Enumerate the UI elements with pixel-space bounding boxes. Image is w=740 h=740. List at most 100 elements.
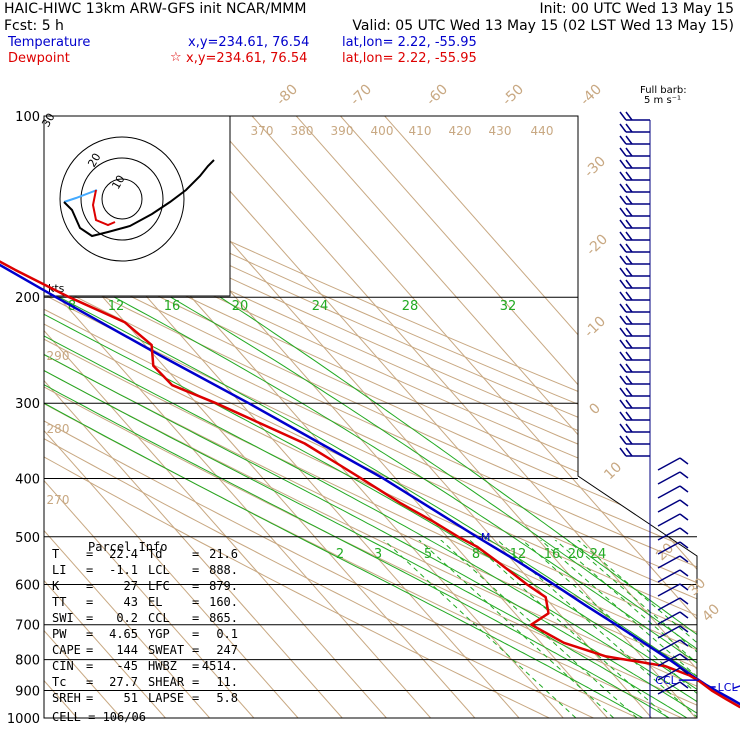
parcel-value: 879. xyxy=(209,579,238,593)
isotherm-line xyxy=(44,116,166,718)
parcel-label: CCL xyxy=(148,611,170,625)
dry-adiabat-line xyxy=(44,116,622,718)
wind-barb-flag xyxy=(679,653,689,661)
wind-barb-flag xyxy=(619,183,627,193)
parcel-equals: = xyxy=(86,675,94,689)
wind-barb-shaft xyxy=(657,639,681,653)
wind-barb-flag xyxy=(679,555,689,563)
wind-barb-flag xyxy=(679,485,689,493)
mixing-ratio-label: 24 xyxy=(590,547,607,562)
theta-label: 380 xyxy=(291,124,314,138)
wind-barb-flag xyxy=(625,159,633,169)
parcel-label: TT xyxy=(52,595,67,609)
parcel-value: 27 xyxy=(123,579,138,593)
moist-adiabat-label: 28 xyxy=(402,299,419,314)
parcel-value: 4.65 xyxy=(109,627,138,641)
wind-barb-flag xyxy=(625,435,633,445)
hodograph-frame xyxy=(43,115,231,297)
isotherm-label: 0 xyxy=(586,400,604,418)
barb-legend-line2: 5 m s⁻¹ xyxy=(644,95,681,106)
wind-barb-flag xyxy=(625,327,633,337)
wind-barb-flag xyxy=(679,471,689,479)
dry-adiabat-line xyxy=(44,116,577,718)
wind-barb-flag xyxy=(625,399,633,409)
parcel-label: Tc xyxy=(52,675,67,689)
wind-barb-flag xyxy=(619,291,627,301)
wind-barb-flag xyxy=(619,303,627,313)
parcel-value: 4514. xyxy=(201,659,238,673)
wind-barb-flag xyxy=(619,267,627,277)
temperature-latlon: lat,lon= 2.22, -55.95 xyxy=(342,35,477,50)
wind-barb-flag xyxy=(625,195,633,205)
mixing-ratio-lines xyxy=(383,540,697,718)
mixing-ratio-line xyxy=(468,540,669,718)
dry-adiabat-line xyxy=(44,116,697,718)
hodograph-trace-low xyxy=(63,189,98,203)
isotherm-line xyxy=(251,116,697,718)
parcel-value: 0.1 xyxy=(216,627,238,641)
parcel-info-title: Parcel Info xyxy=(88,540,168,554)
isotherm-line xyxy=(207,116,697,718)
parcel-label: CIN xyxy=(52,659,74,673)
wind-barb-shaft xyxy=(657,653,681,667)
wind-barb-flag xyxy=(619,375,627,385)
wind-barb-flag xyxy=(625,207,633,217)
parcel-value: 144 xyxy=(116,643,138,657)
wind-barb-shaft xyxy=(657,667,681,681)
wind-barb-flag xyxy=(625,363,633,373)
init-time: Init: 00 UTC Wed 13 May 15 xyxy=(539,1,734,17)
hodograph-ring-label: 10 xyxy=(109,173,127,192)
theta-label: 290 xyxy=(47,349,70,363)
wind-barb-flag xyxy=(679,639,689,647)
hodograph-trace-mid xyxy=(91,189,116,227)
parcel-label: T xyxy=(52,547,60,561)
moist-adiabat-label: 12 xyxy=(108,299,125,314)
pressure-tick-label: 600 xyxy=(15,578,40,593)
moist-adiabat-line xyxy=(170,296,697,718)
wind-barb-flag xyxy=(619,195,627,205)
pressure-tick-label: 200 xyxy=(15,291,40,306)
wind-barb-shaft xyxy=(657,569,681,583)
isotherm-line xyxy=(295,116,697,718)
isotherm-label: -40 xyxy=(577,81,605,108)
dry-adiabat-line xyxy=(44,116,697,718)
wind-barb-flag xyxy=(625,303,633,313)
wind-barb-flag xyxy=(619,363,627,373)
parcel-value: 11. xyxy=(216,675,238,689)
wind-barb-flag xyxy=(679,569,689,577)
barb-legend-line1: Full barb: xyxy=(640,85,687,96)
moist-adiabat-label: 16 xyxy=(164,299,181,314)
parcel-equals: = xyxy=(192,563,200,577)
dry-adiabat-line xyxy=(44,116,697,718)
wind-barb-flag xyxy=(619,243,627,253)
dry-adiabat-line xyxy=(44,116,667,718)
wind-barb-flag xyxy=(619,399,627,409)
wind-barb-flag xyxy=(625,423,633,433)
parcel-label: PW xyxy=(52,627,67,641)
parcel-label: YGP xyxy=(148,627,170,641)
wind-barb-flag xyxy=(679,597,689,605)
theta-label: 370 xyxy=(251,124,274,138)
hodograph-ring-label: 20 xyxy=(85,151,103,170)
isotherm-label: -80 xyxy=(273,81,301,108)
wind-barb-flag xyxy=(625,267,633,277)
wind-barb-shaft xyxy=(657,681,681,695)
wind-barb-shaft xyxy=(657,457,681,471)
parcel-equals: = xyxy=(192,643,200,657)
hodograph-ring-label: 30 xyxy=(39,111,57,130)
wind-barb-flag xyxy=(619,339,627,349)
theta-label: 390 xyxy=(331,124,354,138)
parcel-label: LAPSE xyxy=(148,691,185,705)
parcel-value: -45 xyxy=(116,659,138,673)
level-label: LCL xyxy=(718,681,739,694)
hodograph-trace-upper xyxy=(63,159,215,238)
parcel-equals: = xyxy=(192,675,200,689)
dry-adiabat-line xyxy=(44,116,697,718)
hodograph-ring xyxy=(80,157,164,241)
isotherm-line xyxy=(44,116,211,718)
wind-barb-flag xyxy=(619,387,627,397)
dry-adiabat-line xyxy=(44,116,697,718)
wind-barb-flag xyxy=(625,375,633,385)
hodograph-ring xyxy=(101,178,143,220)
parcel-equals: = xyxy=(192,547,200,561)
